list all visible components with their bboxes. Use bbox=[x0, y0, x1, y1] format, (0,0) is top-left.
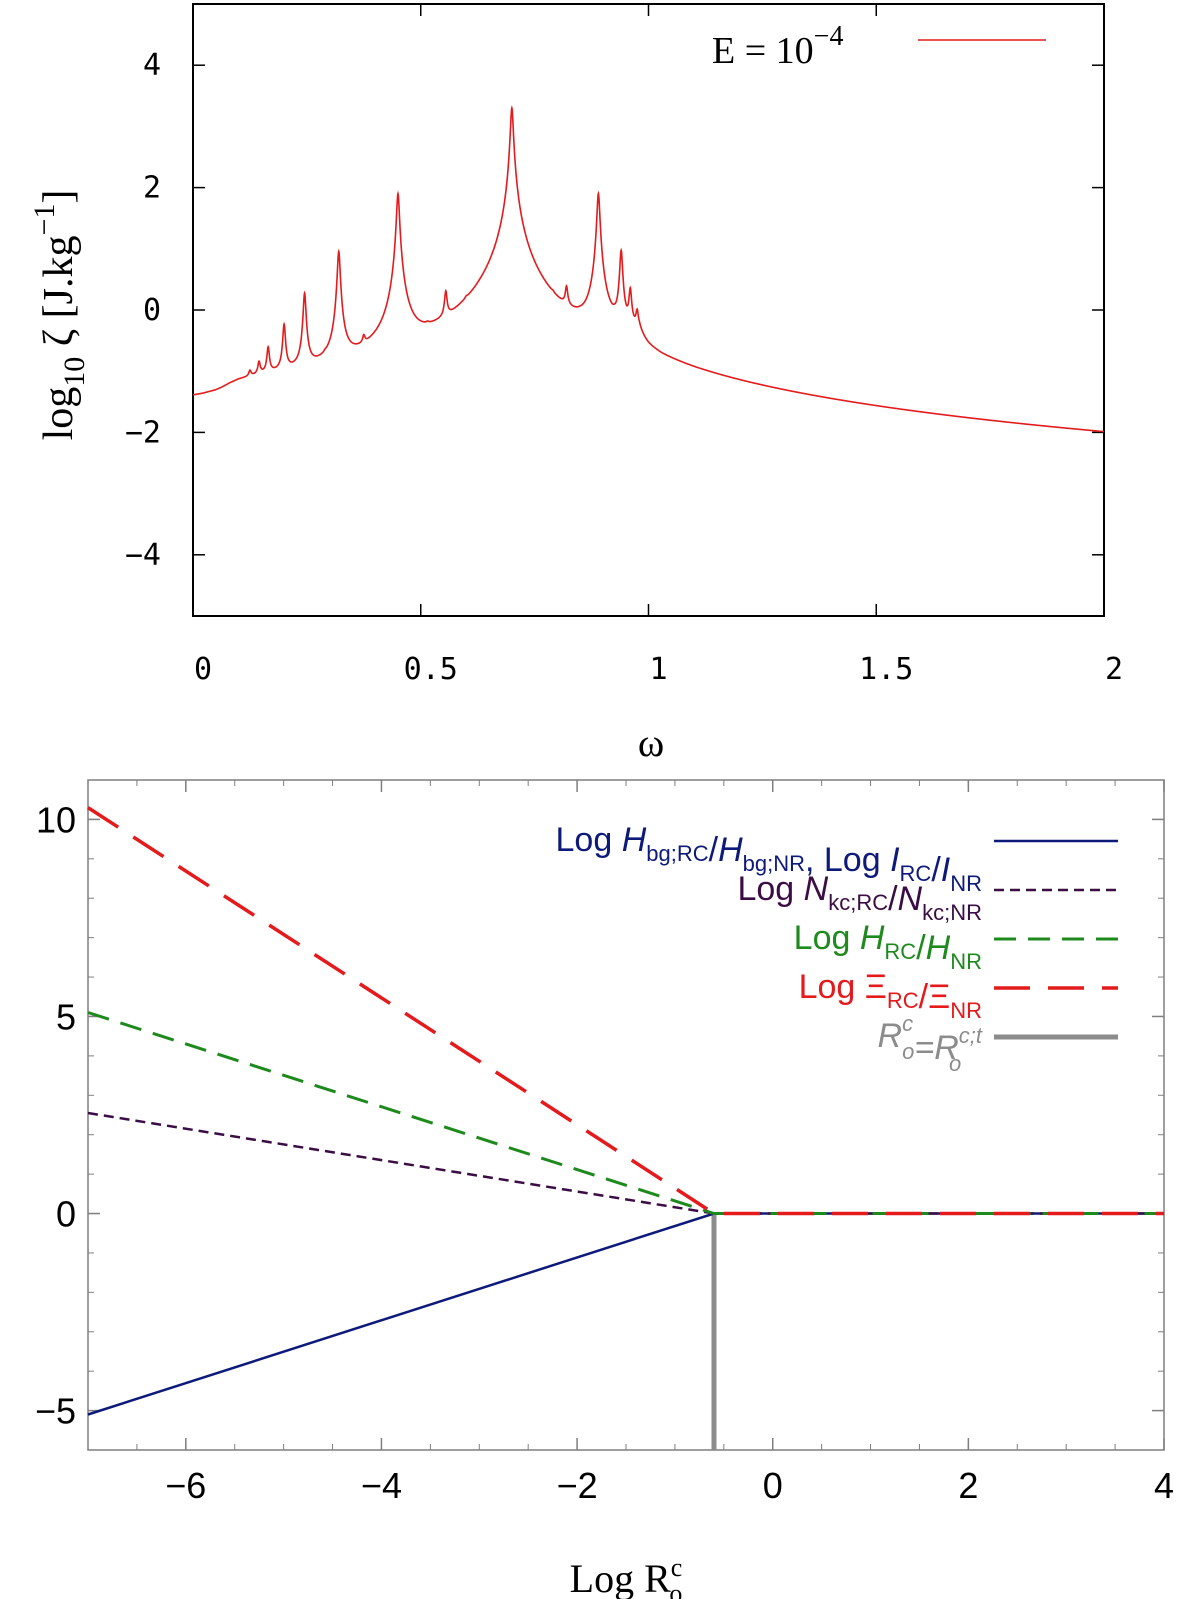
bottom-x-ticks: −6 −4 −2 0 2 4 bbox=[87, 780, 1174, 1506]
chart-bottom-ratios: −5 0 5 10 −6 −4 −2 0 2 4 Log Hbg;RC/Hbg;NR, Log … bbox=[35, 779, 1174, 1599]
top-y-ticks: −4 −2 0 2 4 bbox=[125, 48, 1104, 573]
bottom-plot-frame bbox=[87, 779, 1165, 1451]
bottom-x-tick-label: −2 bbox=[557, 1465, 598, 1506]
bottom-y-tick-label: −5 bbox=[35, 1391, 76, 1432]
top-x-tick-label: 0 bbox=[194, 652, 212, 687]
bottom-series-line-1 bbox=[87, 1111, 1164, 1215]
bottom-legend-label-l4: Log ΞRC/ΞNR bbox=[799, 968, 982, 1023]
top-series-line bbox=[192, 105, 1105, 433]
top-y-axis-label: log10 ζ [J.kg−1] bbox=[28, 190, 91, 441]
top-legend-label: E = 10−4 bbox=[712, 21, 843, 72]
top-y-tick-label: −2 bbox=[125, 415, 161, 450]
bottom-y-tick-label: 10 bbox=[36, 799, 76, 840]
top-x-axis-label: ω bbox=[638, 720, 664, 765]
bottom-legend-label-l2: Log Nkc;RC/Nkc;NR bbox=[737, 870, 982, 925]
bottom-x-tick-label: −6 bbox=[165, 1465, 206, 1506]
bottom-series-lines bbox=[87, 806, 1164, 1450]
bottom-legend-label-l3: Log HRC/HNR bbox=[794, 919, 982, 974]
top-y-tick-label: 2 bbox=[143, 171, 161, 206]
top-y-tick-label: 4 bbox=[143, 48, 161, 83]
bottom-y-ticks: −5 0 5 10 bbox=[35, 779, 1164, 1451]
top-plot-frame bbox=[192, 3, 1105, 617]
top-y-tick-label: 0 bbox=[143, 293, 161, 328]
top-x-tick-label: 1.5 bbox=[859, 652, 913, 687]
bottom-x-tick-label: 2 bbox=[958, 1465, 978, 1506]
bottom-series-line-0 bbox=[87, 1212, 1164, 1416]
top-x-tick-label: 0.5 bbox=[404, 652, 458, 687]
top-x-tick-label: 1 bbox=[649, 652, 667, 687]
bottom-series-line-3 bbox=[87, 806, 1164, 1216]
bottom-legend-label-l1: Log Hbg;RC/Hbg;NR, Log IRC/INR bbox=[556, 821, 982, 896]
bottom-legend-label-l5: Rc o=Rc;t o bbox=[878, 1011, 983, 1076]
bottom-series-line-2 bbox=[87, 1011, 1164, 1215]
chart-top-spectrum: −4 −2 0 2 4 0 0.5 1 1.5 2 E = 10−4 ω log10 ζ [J.… bbox=[28, 3, 1123, 765]
bottom-y-tick-label: 0 bbox=[56, 1194, 76, 1235]
bottom-y-tick-label: 5 bbox=[56, 996, 76, 1037]
top-y-tick-label: −4 bbox=[125, 538, 161, 573]
top-x-tick-label: 2 bbox=[1105, 652, 1123, 687]
top-x-ticks: 0 0.5 1 1.5 2 bbox=[192, 4, 1123, 687]
bottom-x-axis-label: Log Rc o bbox=[570, 1553, 683, 1599]
bottom-x-tick-label: 0 bbox=[763, 1465, 783, 1506]
bottom-x-tick-label: 4 bbox=[1154, 1465, 1174, 1506]
bottom-x-tick-label: −4 bbox=[361, 1465, 402, 1506]
